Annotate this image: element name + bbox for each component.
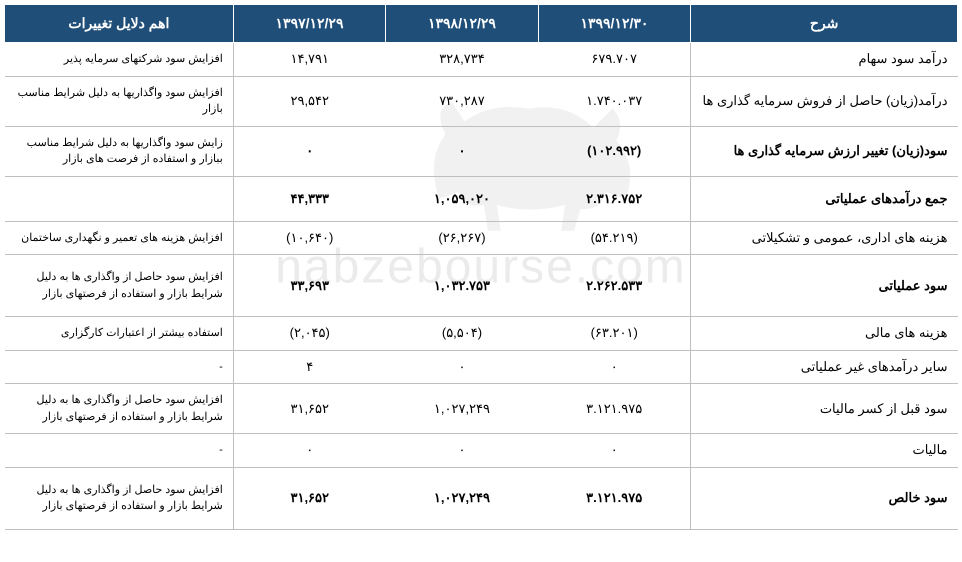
cell-value-3: (۱۰,۶۴۰) xyxy=(233,221,385,255)
cell-reason: افزایش سود واگذاریها به دلیل شرایط مناسب… xyxy=(5,76,234,126)
table-row: درآمد(زیان) حاصل از فروش سرمایه گذاری ها… xyxy=(5,76,958,126)
cell-value-3: ۰ xyxy=(233,434,385,468)
cell-value-2: ۱,۰۲۷,۲۴۹ xyxy=(386,467,538,529)
cell-value-1: (۱۰۲.۹۹۲) xyxy=(538,126,690,176)
table-row: سود قبل از کسر مالیات۳.۱۲۱.۹۷۵۱,۰۲۷,۲۴۹۳… xyxy=(5,384,958,434)
cell-value-1: ۶۷۹.۷۰۷ xyxy=(538,43,690,77)
table-row: هزینه های اداری، عمومی و تشکیلاتی(۵۴.۲۱۹… xyxy=(5,221,958,255)
cell-value-3: ۱۴,۷۹۱ xyxy=(233,43,385,77)
cell-value-2: ۷۳۰,۲۸۷ xyxy=(386,76,538,126)
financial-table: شرح ۱۳۹۹/۱۲/۳۰ ۱۳۹۸/۱۲/۲۹ ۱۳۹۷/۱۲/۲۹ اهم… xyxy=(4,4,958,530)
cell-value-3: ۴۴,۳۳۳ xyxy=(233,176,385,221)
header-desc: شرح xyxy=(691,5,958,43)
cell-reason xyxy=(5,176,234,221)
table-row: سود(زیان) تغییر ارزش سرمایه گذاری ها(۱۰۲… xyxy=(5,126,958,176)
cell-value-1: ۲.۳۱۶.۷۵۲ xyxy=(538,176,690,221)
table-row: درآمد سود سهام۶۷۹.۷۰۷۳۲۸,۷۳۴۱۴,۷۹۱افزایش… xyxy=(5,43,958,77)
cell-desc: سایر درآمدهای غیر عملیاتی xyxy=(691,350,958,384)
cell-value-1: ۲.۲۶۲.۵۳۳ xyxy=(538,255,690,317)
cell-value-3: ۴ xyxy=(233,350,385,384)
cell-value-2: ۳۲۸,۷۳۴ xyxy=(386,43,538,77)
header-reason: اهم دلایل تغییرات xyxy=(5,5,234,43)
cell-value-3: ۳۱,۶۵۲ xyxy=(233,384,385,434)
table-row: جمع درآمدهای عملیاتی۲.۳۱۶.۷۵۲۱,۰۵۹,۰۲۰۴۴… xyxy=(5,176,958,221)
cell-value-3: ۰ xyxy=(233,126,385,176)
cell-value-1: ۰ xyxy=(538,350,690,384)
table-row: هزینه های مالی(۶۳.۲۰۱)(۵,۵۰۴)(۲,۰۴۵)استف… xyxy=(5,317,958,351)
cell-value-1: (۶۳.۲۰۱) xyxy=(538,317,690,351)
cell-value-2: ۱,۰۳۲.۷۵۳ xyxy=(386,255,538,317)
cell-value-1: ۰ xyxy=(538,434,690,468)
cell-desc: سود قبل از کسر مالیات xyxy=(691,384,958,434)
cell-reason: زایش سود واگذاریها به دلیل شرایط مناسب ب… xyxy=(5,126,234,176)
table-row: سود خالص۳.۱۲۱.۹۷۵۱,۰۲۷,۲۴۹۳۱,۶۵۲افزایش س… xyxy=(5,467,958,529)
cell-reason: - xyxy=(5,434,234,468)
cell-desc: هزینه های اداری، عمومی و تشکیلاتی xyxy=(691,221,958,255)
cell-desc: سود خالص xyxy=(691,467,958,529)
cell-desc: مالیات xyxy=(691,434,958,468)
cell-value-2: ۰ xyxy=(386,126,538,176)
table-row: مالیات۰۰۰- xyxy=(5,434,958,468)
cell-reason: افزایش هزینه های تعمیر و نگهداری ساختمان xyxy=(5,221,234,255)
cell-reason: افزایش سود شرکتهای سرمایه پذیر xyxy=(5,43,234,77)
cell-value-1: ۱.۷۴۰.۰۳۷ xyxy=(538,76,690,126)
cell-value-3: ۲۹,۵۴۲ xyxy=(233,76,385,126)
cell-value-1: (۵۴.۲۱۹) xyxy=(538,221,690,255)
header-period-2: ۱۳۹۸/۱۲/۲۹ xyxy=(386,5,538,43)
table-body: درآمد سود سهام۶۷۹.۷۰۷۳۲۸,۷۳۴۱۴,۷۹۱افزایش… xyxy=(5,43,958,530)
cell-value-1: ۳.۱۲۱.۹۷۵ xyxy=(538,467,690,529)
cell-reason: افزایش سود حاصل از واگذاری ها به دلیل شر… xyxy=(5,384,234,434)
cell-value-1: ۳.۱۲۱.۹۷۵ xyxy=(538,384,690,434)
cell-value-2: ۰ xyxy=(386,350,538,384)
cell-reason: استفاده بیشتر از اعتبارات کارگزاری xyxy=(5,317,234,351)
cell-reason: افزایش سود حاصل از واگذاری ها به دلیل شر… xyxy=(5,467,234,529)
table-row: سایر درآمدهای غیر عملیاتی۰۰۴- xyxy=(5,350,958,384)
table-row: سود عملیاتی۲.۲۶۲.۵۳۳۱,۰۳۲.۷۵۳۳۳,۶۹۳افزای… xyxy=(5,255,958,317)
cell-value-3: ۳۱,۶۵۲ xyxy=(233,467,385,529)
cell-value-2: (۵,۵۰۴) xyxy=(386,317,538,351)
cell-value-2: ۰ xyxy=(386,434,538,468)
cell-desc: جمع درآمدهای عملیاتی xyxy=(691,176,958,221)
cell-value-2: (۲۶,۲۶۷) xyxy=(386,221,538,255)
cell-reason: افزایش سود حاصل از واگذاری ها به دلیل شر… xyxy=(5,255,234,317)
cell-value-3: (۲,۰۴۵) xyxy=(233,317,385,351)
header-period-3: ۱۳۹۷/۱۲/۲۹ xyxy=(233,5,385,43)
cell-desc: سود(زیان) تغییر ارزش سرمایه گذاری ها xyxy=(691,126,958,176)
cell-desc: هزینه های مالی xyxy=(691,317,958,351)
cell-desc: درآمد(زیان) حاصل از فروش سرمایه گذاری ها xyxy=(691,76,958,126)
header-row: شرح ۱۳۹۹/۱۲/۳۰ ۱۳۹۸/۱۲/۲۹ ۱۳۹۷/۱۲/۲۹ اهم… xyxy=(5,5,958,43)
cell-value-3: ۳۳,۶۹۳ xyxy=(233,255,385,317)
cell-desc: درآمد سود سهام xyxy=(691,43,958,77)
cell-value-2: ۱,۰۵۹,۰۲۰ xyxy=(386,176,538,221)
cell-desc: سود عملیاتی xyxy=(691,255,958,317)
cell-reason: - xyxy=(5,350,234,384)
cell-value-2: ۱,۰۲۷,۲۴۹ xyxy=(386,384,538,434)
header-period-1: ۱۳۹۹/۱۲/۳۰ xyxy=(538,5,690,43)
